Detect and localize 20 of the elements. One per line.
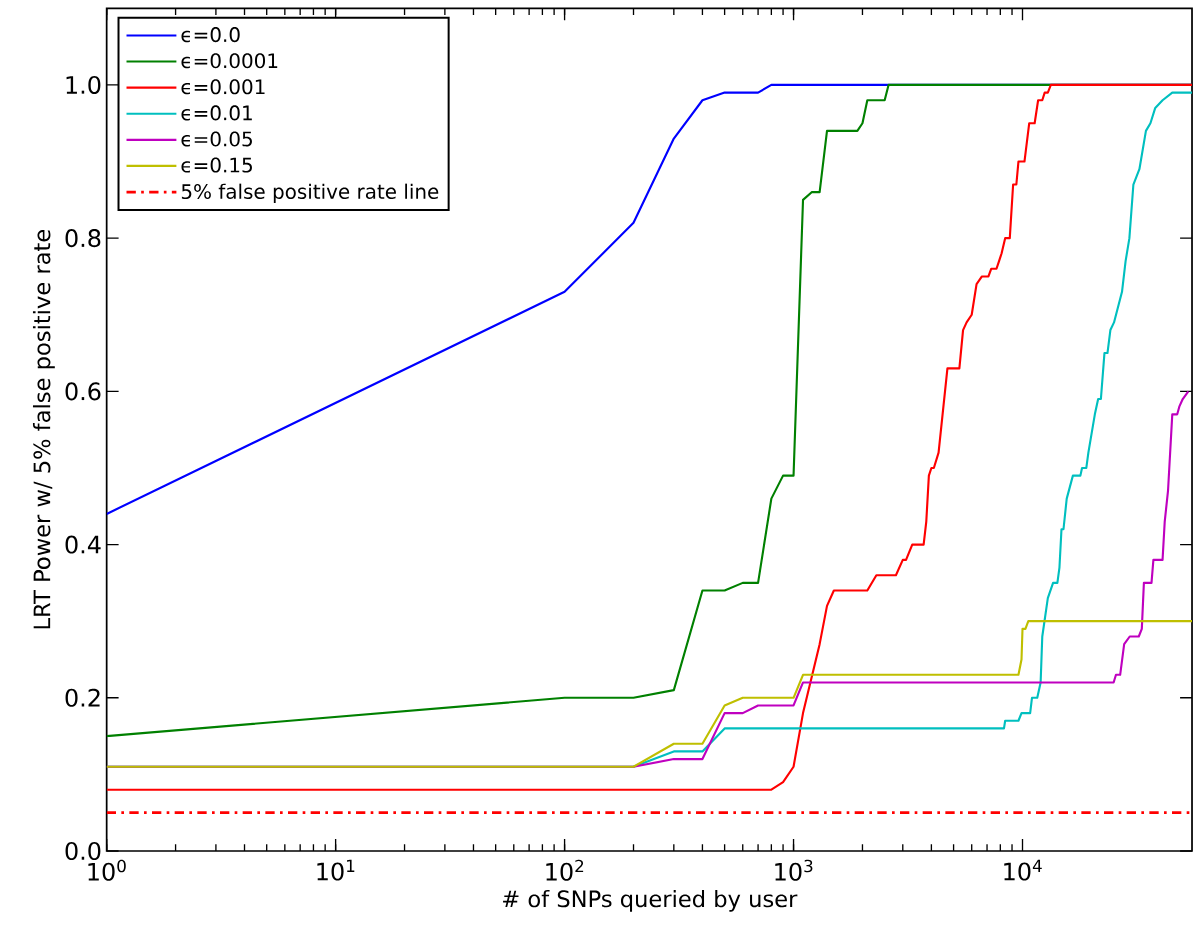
legend-label: 5% false positive rate line (181, 183, 439, 203)
x-tick-label: 10$^{4}$ (1004, 859, 1042, 881)
y-tick-label: 0.0 (65, 841, 101, 861)
x-axis-title: # of SNPs queried by user (503, 889, 798, 912)
legend-label: ϵ=0.15 (181, 157, 252, 173)
y-tick-label: 0.6 (65, 382, 101, 401)
legend-label: ϵ=0.0 (181, 27, 240, 43)
y-tick-label: 0.8 (65, 229, 101, 248)
y-tick-label: 0.2 (65, 688, 100, 707)
legend-label: ϵ=0.01 (181, 105, 252, 121)
x-tick-label: 10$^{3}$ (775, 859, 813, 881)
legend-label: ϵ=0.05 (181, 131, 252, 147)
y-axis-title: LRT Power w/ 5% false positive rate (32, 229, 55, 629)
x-tick-label: 10$^{0}$ (88, 859, 126, 881)
y-tick-label: 0.4 (65, 535, 101, 554)
x-tick-label: 10$^{1}$ (317, 859, 355, 881)
legend-label: ϵ=0.001 (181, 79, 265, 95)
legend-label: ϵ=0.0001 (181, 53, 278, 69)
x-tick-label: 10$^{2}$ (546, 859, 584, 881)
y-tick-label: 1.0 (66, 75, 101, 94)
